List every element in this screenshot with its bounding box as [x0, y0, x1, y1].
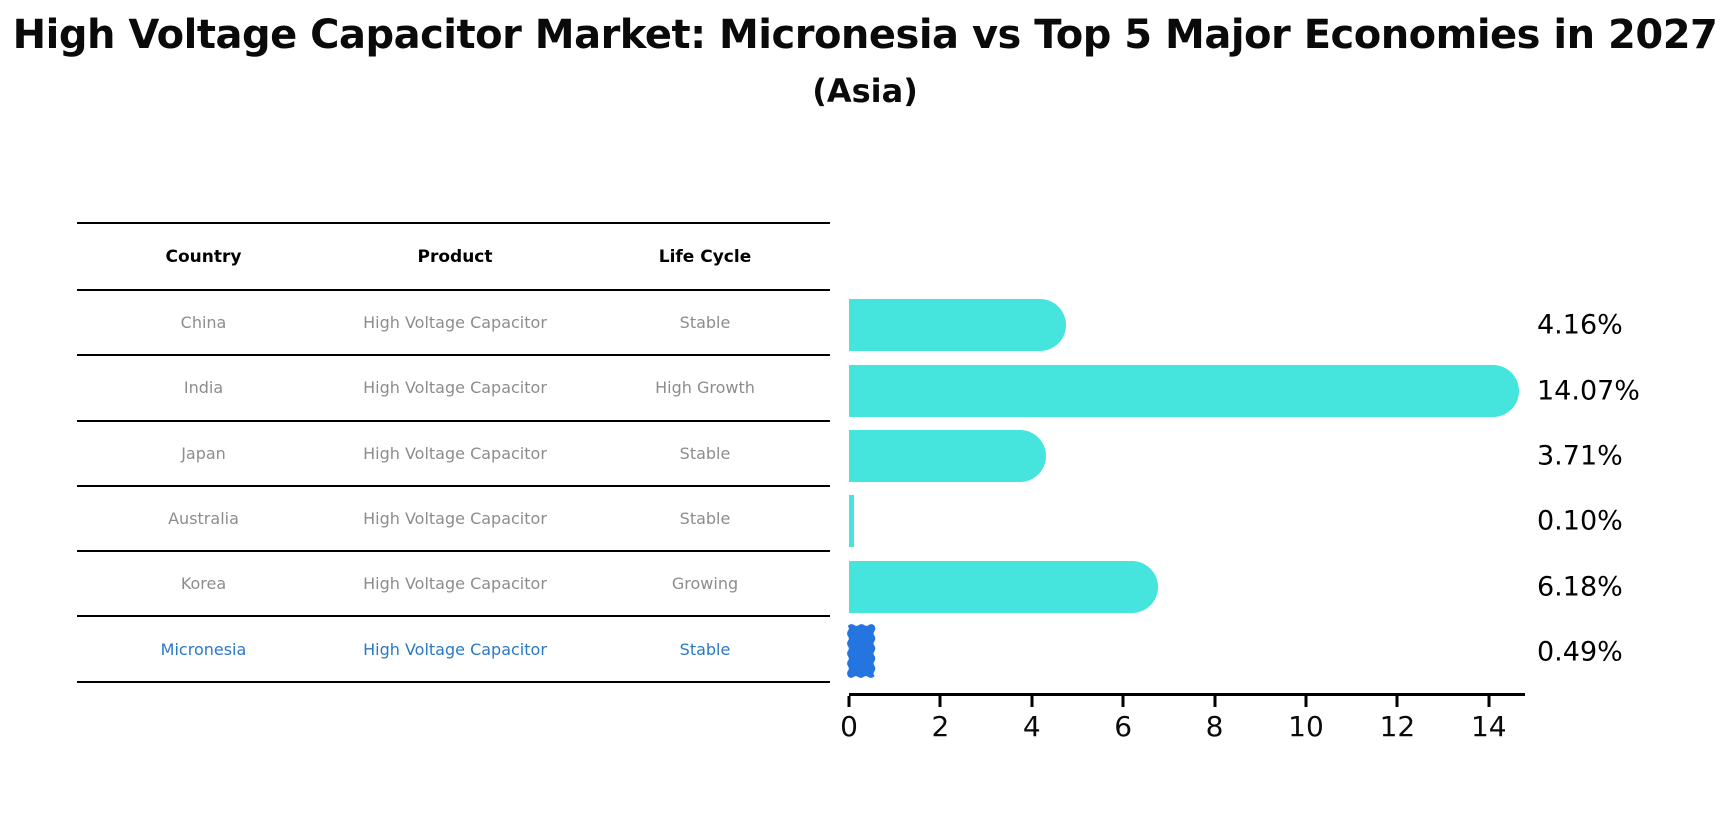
header-product: Product — [417, 246, 493, 267]
bar-japan — [849, 430, 1046, 483]
x-axis-tick — [1395, 696, 1399, 707]
country-cell: Japan — [181, 443, 226, 463]
lifecycle-cell: High Growth — [655, 378, 755, 398]
product-cell: High Voltage Capacitor — [363, 313, 547, 333]
x-axis-tick — [1030, 696, 1034, 707]
chart-subtitle: (Asia) — [812, 72, 918, 110]
country-cell: Australia — [168, 509, 239, 529]
x-axis-tick-label: 10 — [1288, 710, 1324, 743]
lifecycle-cell: Stable — [679, 509, 731, 529]
x-axis-tick-label: 14 — [1470, 710, 1507, 743]
product-cell: High Voltage Capacitor — [363, 639, 547, 659]
bar-china — [849, 299, 1067, 352]
table-row-india: India High Voltage Capacitor High Growth — [77, 356, 830, 422]
country-cell: Korea — [180, 574, 227, 594]
x-axis-tick — [1213, 696, 1217, 707]
x-axis-tick-label: 0 — [840, 710, 858, 743]
market-table: Country Product Life Cycle China High Vol… — [77, 222, 830, 683]
x-axis-tick — [847, 696, 851, 707]
product-cell: High Voltage Capacitor — [363, 509, 547, 529]
header-life-cycle: Life Cycle — [658, 246, 752, 267]
x-axis-tick-label: 4 — [1022, 710, 1041, 743]
value-label-korea: 6.18% — [1537, 571, 1623, 603]
value-label-japan: 3.71% — [1537, 440, 1623, 472]
x-axis-tick-label: 12 — [1379, 710, 1416, 743]
chart-title: High Voltage Capacitor Market: Micronesi… — [12, 12, 1718, 58]
table-row-korea: Korea High Voltage Capacitor Growing — [77, 552, 830, 618]
table-body: China High Voltage Capacitor Stable India Hi… — [77, 291, 830, 683]
table-row-china: China High Voltage Capacitor Stable — [77, 291, 830, 357]
x-axis-line — [849, 693, 1525, 696]
x-axis-tick — [938, 696, 942, 707]
value-label-india: 14.07% — [1537, 375, 1640, 407]
bar-korea — [849, 560, 1159, 613]
x-axis-tick-label: 8 — [1205, 710, 1224, 743]
value-label-micronesia: 0.49% — [1537, 636, 1623, 668]
x-axis-tick-label: 2 — [931, 710, 950, 743]
country-cell: India — [183, 378, 224, 398]
bar-india — [849, 364, 1519, 417]
value-label-china: 4.16% — [1537, 309, 1623, 341]
header-country: Country — [165, 246, 242, 267]
x-axis-tick — [1121, 696, 1125, 707]
lifecycle-cell: Stable — [679, 443, 731, 463]
country-cell: China — [180, 313, 227, 333]
lifecycle-cell: Growing — [671, 574, 739, 594]
product-cell: High Voltage Capacitor — [363, 443, 547, 463]
bar-micronesia — [847, 624, 876, 678]
table-row-japan: Japan High Voltage Capacitor Stable — [77, 422, 830, 487]
x-axis-tick — [1304, 696, 1308, 707]
table-row-australia: Australia High Voltage Capacitor Stable — [77, 487, 830, 553]
product-cell: High Voltage Capacitor — [363, 574, 547, 594]
lifecycle-cell: Stable — [679, 639, 731, 659]
bar-australia — [849, 495, 854, 548]
country-cell: Micronesia — [160, 639, 247, 659]
x-axis-tick-label: 6 — [1114, 710, 1133, 743]
table-row-micronesia: Micronesia High Voltage Capacitor Stable — [77, 617, 830, 683]
product-cell: High Voltage Capacitor — [363, 378, 547, 398]
value-label-australia: 0.10% — [1537, 505, 1623, 537]
table-header-row: Country Product Life Cycle — [77, 224, 830, 291]
x-axis-tick — [1487, 696, 1491, 707]
lifecycle-cell: Stable — [679, 313, 731, 333]
